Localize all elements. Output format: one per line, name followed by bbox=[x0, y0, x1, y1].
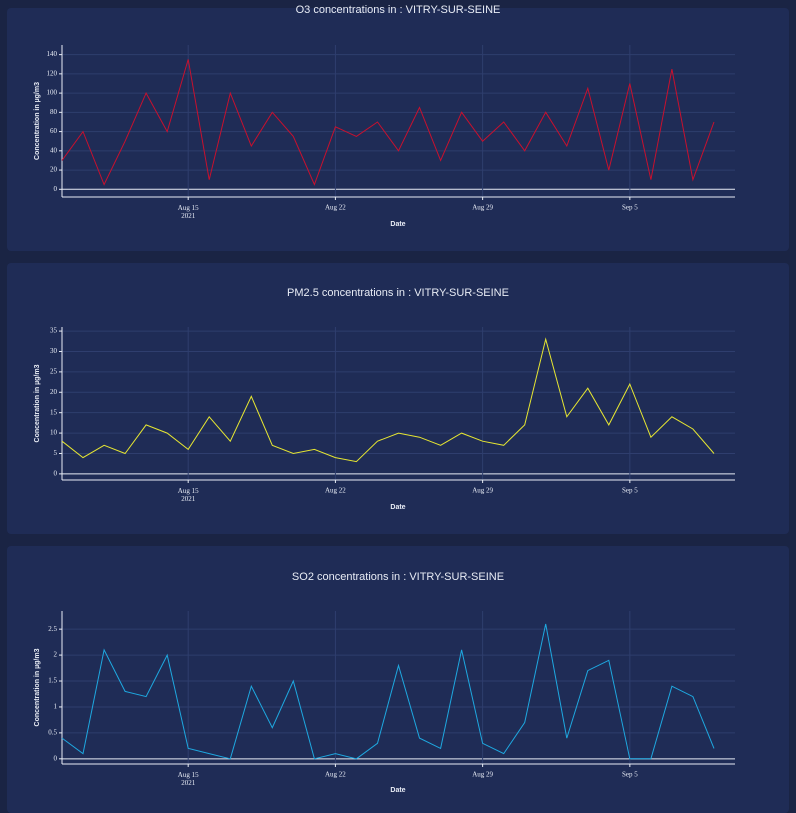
chart-title: O3 concentrations in : VITRY-SUR-SEINE bbox=[296, 4, 501, 16]
y-tick-label: 10 bbox=[50, 429, 58, 437]
y-tick-label: 2.5 bbox=[48, 625, 57, 633]
x-tick-label: Sep 5 bbox=[622, 487, 638, 495]
y-tick-label: 140 bbox=[47, 50, 58, 58]
x-axis-title: Date bbox=[390, 221, 405, 228]
x-axis-title: Date bbox=[390, 504, 405, 511]
x-axis-title: Date bbox=[390, 787, 405, 794]
y-tick-label: 40 bbox=[50, 146, 58, 154]
y-tick-label: 0 bbox=[54, 185, 58, 193]
x-tick-label: Aug 29 bbox=[472, 487, 493, 495]
y-tick-label: 25 bbox=[50, 367, 58, 375]
y-tick-label: 5 bbox=[54, 449, 58, 457]
y-tick-label: 120 bbox=[47, 69, 58, 77]
x-tick-label: Aug 22 bbox=[325, 487, 346, 495]
y-tick-label: 0.5 bbox=[48, 728, 57, 736]
data-line bbox=[61, 337, 715, 463]
data-line bbox=[61, 623, 715, 760]
y-tick-label: 30 bbox=[50, 347, 58, 355]
y-tick-label: 60 bbox=[50, 127, 58, 135]
panel bbox=[7, 263, 789, 534]
chart-title: SO2 concentrations in : VITRY-SUR-SEINE bbox=[292, 571, 504, 583]
x-tick-label: Sep 5 bbox=[622, 771, 638, 779]
panel bbox=[7, 546, 789, 813]
x-tick-label: Aug 29 bbox=[472, 771, 493, 779]
y-tick-label: 0 bbox=[54, 754, 58, 762]
y-tick-label: 2 bbox=[54, 651, 58, 659]
y-tick-label: 1 bbox=[54, 703, 58, 711]
x-tick-label: Aug 22 bbox=[325, 204, 346, 212]
y-tick-label: 35 bbox=[50, 327, 58, 335]
y-tick-label: 0 bbox=[54, 469, 58, 477]
x-tick-label: Sep 5 bbox=[622, 204, 638, 212]
panel bbox=[7, 8, 789, 251]
y-tick-label: 20 bbox=[50, 166, 58, 174]
x-tick-label: Aug 15 2021 bbox=[178, 771, 199, 787]
y-tick-label: 100 bbox=[47, 89, 58, 97]
x-tick-label: Aug 29 bbox=[472, 204, 493, 212]
x-tick-label: Aug 22 bbox=[325, 771, 346, 779]
y-axis-title: Concentration in µg/m3 bbox=[34, 648, 41, 726]
y-axis-title: Concentration in µg/m3 bbox=[34, 364, 41, 442]
x-tick-label: Aug 15 2021 bbox=[178, 204, 199, 220]
y-tick-label: 20 bbox=[50, 388, 58, 396]
y-axis-title: Concentration in µg/m3 bbox=[34, 82, 41, 160]
y-tick-label: 80 bbox=[50, 108, 58, 116]
x-tick-label: Aug 15 2021 bbox=[178, 487, 199, 503]
chart-title: PM2.5 concentrations in : VITRY-SUR-SEIN… bbox=[287, 287, 509, 299]
data-line bbox=[61, 59, 715, 186]
y-tick-label: 1.5 bbox=[48, 677, 57, 685]
y-tick-label: 15 bbox=[50, 408, 58, 416]
